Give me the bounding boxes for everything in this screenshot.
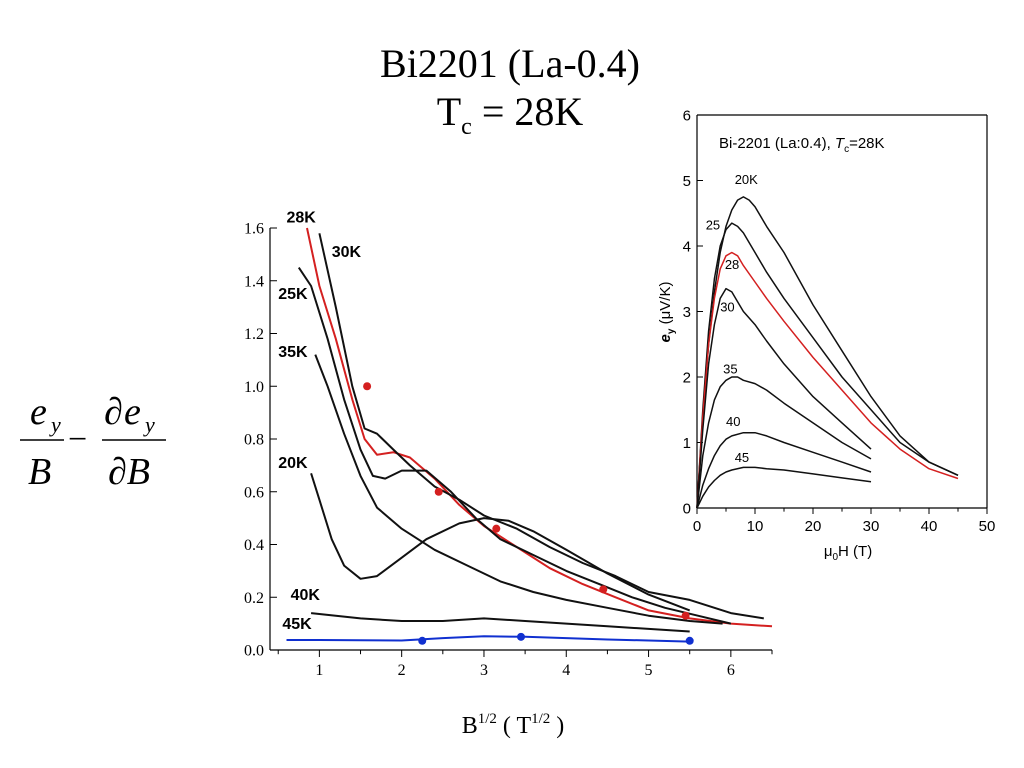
inset-series-35 bbox=[696, 376, 872, 509]
inset-x-tick-label: 30 bbox=[863, 518, 880, 535]
main-data-marker bbox=[434, 487, 443, 496]
inset-title: Bi-2201 (La:0.4), Tc=28K bbox=[719, 135, 885, 155]
main-series-25k bbox=[297, 267, 732, 625]
formula-num2-prefix: ∂ bbox=[104, 391, 123, 433]
inset-y-tick-label: 0 bbox=[683, 500, 691, 517]
inset-x-tick-label: 20 bbox=[805, 518, 822, 535]
main-x-tick-label: 5 bbox=[645, 662, 653, 679]
formula-den2: ∂B bbox=[108, 451, 150, 493]
inset-background bbox=[660, 108, 1008, 558]
main-data-marker bbox=[599, 585, 608, 594]
main-curve-label: 35K bbox=[278, 344, 308, 361]
main-y-tick-label: 0.8 bbox=[244, 432, 264, 449]
title-line-2: Tc = 28K bbox=[300, 88, 720, 151]
main-curve-label: 28K bbox=[286, 210, 316, 227]
inset-y-tick-label: 2 bbox=[683, 369, 691, 386]
inset-curve-label: 28 bbox=[725, 257, 739, 272]
formula-den1: B bbox=[28, 451, 51, 493]
main-data-marker bbox=[492, 524, 501, 533]
inset-y-tick-label: 5 bbox=[683, 173, 691, 190]
main-x-tick-label: 1 bbox=[315, 662, 323, 679]
slide-title: Bi2201 (La-0.4) Tc = 28K bbox=[300, 40, 720, 151]
main-y-tick-label: 1.6 bbox=[244, 221, 264, 238]
inset-series-40 bbox=[696, 431, 872, 509]
inset-curve-label: 20K bbox=[735, 172, 758, 187]
inset-curve-label: 45 bbox=[735, 450, 749, 465]
main-y-tick-label: 1.2 bbox=[244, 326, 264, 343]
inset-series-45 bbox=[696, 466, 872, 509]
inset-series-group bbox=[696, 196, 959, 509]
main-y-tick-label: 0.2 bbox=[244, 590, 264, 607]
inset-series-25 bbox=[696, 222, 959, 509]
tc-subscript: c bbox=[461, 114, 472, 140]
inset-x-tick-label: 40 bbox=[921, 518, 938, 535]
main-curve-label: 40K bbox=[291, 587, 321, 604]
inset-curve-label: 35 bbox=[723, 362, 737, 377]
main-curve-labels: 28K 30K 25K 35K 20K 40K 45K bbox=[278, 210, 361, 633]
inset-curve-labels: 20K 25 28 30 35 40 45 bbox=[706, 172, 758, 465]
inset-series-28 bbox=[696, 251, 959, 509]
inset-y-axis-label: ey (μV/K) bbox=[657, 282, 677, 343]
main-series-40k bbox=[310, 612, 690, 633]
inset-x-axis-label: μ0H (T) bbox=[824, 543, 872, 563]
main-data-marker bbox=[681, 611, 690, 620]
main-curve-label: 20K bbox=[278, 455, 308, 472]
inset-y-tick-label: 4 bbox=[683, 238, 691, 255]
main-curve-label: 25K bbox=[278, 286, 308, 303]
main-axes: 0.00.20.40.60.81.01.21.41.61 2 3 4 5 6 bbox=[244, 221, 773, 679]
inset-curve-label: 25 bbox=[706, 218, 720, 233]
main-x-tick-label: 6 bbox=[727, 662, 735, 679]
main-curve-label: 30K bbox=[332, 244, 362, 261]
main-x-tick-label: 4 bbox=[562, 662, 570, 679]
main-x-tick-label: 2 bbox=[398, 662, 406, 679]
main-curve-label: 45K bbox=[282, 616, 312, 633]
main-y-tick-label: 0.6 bbox=[244, 484, 264, 501]
tc-value: = 28K bbox=[471, 89, 584, 134]
inset-curve-label: 40 bbox=[726, 414, 740, 429]
main-x-axis-label: B1/2 ( T1/2 ) bbox=[462, 711, 565, 739]
main-data-marker bbox=[363, 382, 372, 391]
main-y-tick-label: 0.4 bbox=[244, 537, 264, 554]
main-series-45k bbox=[286, 635, 690, 643]
main-y-tick-label: 0.0 bbox=[244, 643, 264, 660]
main-series-20k bbox=[310, 473, 691, 612]
inset-curve-label: 30 bbox=[720, 300, 734, 315]
inset-series-30 bbox=[696, 287, 872, 509]
inset-x-tick-label: 50 bbox=[979, 518, 996, 535]
main-data-marker bbox=[517, 632, 525, 641]
inset-series-20k bbox=[696, 196, 959, 509]
main-data-marker bbox=[685, 636, 694, 645]
inset-y-tick-label: 1 bbox=[683, 435, 691, 452]
inset-y-tick-label: 6 bbox=[683, 107, 691, 124]
main-series-35k bbox=[314, 354, 723, 625]
formula-num2-base: e bbox=[124, 391, 141, 433]
formula-num1-base: e bbox=[30, 391, 47, 433]
nernst-formula: e y B − ∂ e y ∂B bbox=[20, 391, 166, 493]
main-y-tick-label: 1.4 bbox=[244, 273, 264, 290]
main-series-30k bbox=[318, 233, 764, 620]
inset-x-tick-label: 10 bbox=[747, 518, 764, 535]
main-data-marker bbox=[418, 636, 427, 645]
main-series-28k bbox=[306, 227, 773, 628]
main-series-group bbox=[286, 227, 773, 643]
inset-x-tick-label: 0 bbox=[693, 518, 701, 535]
inset-y-tick-label: 3 bbox=[683, 304, 691, 321]
formula-minus: − bbox=[68, 421, 87, 458]
main-y-tick-label: 1.0 bbox=[244, 379, 264, 396]
formula-num2-sub: y bbox=[143, 412, 155, 437]
main-x-tick-label: 3 bbox=[480, 662, 488, 679]
tc-symbol: T bbox=[436, 89, 462, 134]
formula-num1-sub: y bbox=[49, 412, 61, 437]
main-markers-group bbox=[363, 382, 694, 645]
title-line-1: Bi2201 (La-0.4) bbox=[380, 41, 640, 86]
